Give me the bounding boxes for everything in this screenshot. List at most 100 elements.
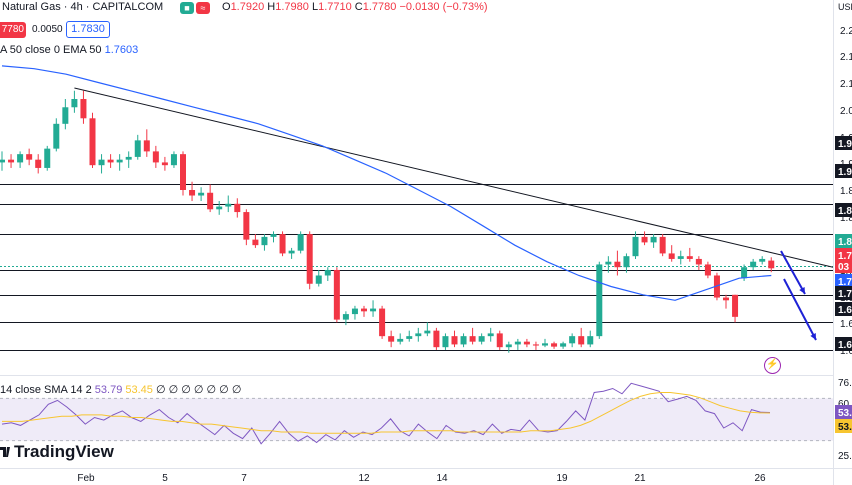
- candle-body: [44, 148, 51, 168]
- price-tag-label: 1.9: [838, 167, 852, 178]
- descending-trendline[interactable]: [74, 87, 834, 268]
- candle-body: [433, 330, 440, 348]
- forecast-arrow-head: [810, 333, 816, 340]
- price-tag[interactable]: 1.9: [835, 164, 852, 178]
- rsi-tag: 53.: [835, 405, 852, 419]
- candle-body: [551, 343, 558, 347]
- candle: [514, 338, 521, 350]
- candle-body: [315, 275, 322, 284]
- candle-body: [370, 308, 377, 312]
- candle: [143, 129, 150, 157]
- candle-body: [750, 261, 757, 268]
- price-tag-label: 1.6: [838, 305, 852, 316]
- candle: [80, 90, 87, 124]
- candle-body: [668, 253, 675, 259]
- candle: [469, 327, 476, 345]
- price-tag-label: 1.7: [838, 251, 852, 262]
- candle: [523, 338, 530, 348]
- candle: [116, 154, 123, 171]
- candle: [17, 151, 24, 168]
- candle: [659, 234, 666, 257]
- price-tag[interactable]: 1.8: [835, 203, 852, 217]
- price-tag[interactable]: 1.7: [835, 286, 852, 300]
- buy-price-button[interactable]: 1.7830: [66, 21, 110, 38]
- rsi-guides: [0, 397, 833, 442]
- price-tag[interactable]: 03: [835, 259, 852, 273]
- candle: [532, 341, 539, 350]
- price-tag-bg: [835, 136, 852, 150]
- sell-price-button[interactable]: 7780: [0, 22, 26, 38]
- time-tick-label: 7: [241, 473, 247, 484]
- candle-body: [650, 236, 657, 243]
- candle: [496, 330, 503, 350]
- forecast-arrow-head: [799, 287, 805, 294]
- candle-body: [677, 256, 684, 259]
- candle-body: [279, 234, 286, 254]
- price-tag-label: 1.9: [838, 139, 852, 150]
- candle: [44, 145, 51, 171]
- high-value: 1.7980: [275, 1, 309, 13]
- ema-legend[interactable]: A 50 close 0 EMA 50 1.7603: [0, 44, 138, 56]
- candle-body: [361, 308, 367, 312]
- candle: [505, 341, 512, 353]
- forecast-arrows: [780, 250, 817, 341]
- green-square-icon[interactable]: ■: [180, 2, 194, 14]
- red-wave-icon[interactable]: ≈: [196, 2, 210, 14]
- symbol-title[interactable]: Natural Gas · 4h · CAPITALCOM: [2, 1, 164, 13]
- low-value: 1.7710: [318, 1, 352, 13]
- candle: [632, 231, 639, 259]
- rsi-line: [1, 382, 771, 445]
- candle: [750, 258, 757, 270]
- price-tick-label: 1.6: [840, 346, 852, 357]
- price-tag-label: 1.7: [838, 277, 852, 288]
- price-tag-bg: [835, 203, 852, 217]
- price-tag-bg: [835, 274, 852, 288]
- candle: [0, 151, 5, 171]
- price-tag-bg: [835, 337, 852, 351]
- candle-body: [704, 264, 711, 276]
- flash-icon[interactable]: ⚡: [764, 357, 781, 374]
- forecast-arrow-line: [780, 250, 806, 295]
- rsi-tag-label: 53.: [838, 422, 852, 433]
- candle-body: [587, 336, 594, 345]
- candle-body: [424, 330, 431, 334]
- candle: [342, 311, 349, 326]
- price-tag[interactable]: 1.8: [835, 234, 852, 248]
- price-tag[interactable]: 1.7: [835, 274, 852, 288]
- candle: [695, 256, 702, 270]
- time-tick-label: 5: [162, 473, 168, 484]
- close-label: C: [354, 1, 363, 13]
- candle: [89, 112, 96, 168]
- candle-body: [270, 234, 277, 237]
- candle: [560, 341, 567, 349]
- price-tag-bg: [835, 248, 852, 262]
- price-tick-label: 1.8: [840, 186, 852, 197]
- candle-body: [632, 236, 639, 257]
- time-tick-label: 21: [634, 473, 646, 484]
- rsi-legend[interactable]: 14 close SMA 14 2 53.79 53.45 ∅ ∅ ∅ ∅ ∅ …: [0, 383, 241, 396]
- candle: [578, 327, 585, 348]
- candlestick-series: [0, 90, 775, 353]
- candle: [261, 234, 268, 251]
- price-tag[interactable]: 1.6: [835, 302, 852, 316]
- price-tag[interactable]: 1.9: [835, 136, 852, 150]
- candle-body: [487, 333, 494, 337]
- candle: [107, 154, 114, 168]
- price-tag[interactable]: 1.7: [835, 248, 852, 262]
- price-tag-bg: [835, 164, 852, 178]
- price-axis[interactable]: USD2.22.12.12.01.91.91.81.81.71.71.61.61…: [833, 0, 852, 468]
- rsi-axis[interactable]: 76.60.48.25.53.53.: [835, 378, 852, 462]
- candle: [641, 231, 648, 246]
- price-tick-label: 1.8: [840, 213, 852, 224]
- header-icons: ■ ≈: [180, 2, 210, 14]
- candle: [71, 90, 78, 113]
- time-tick-label: 12: [358, 473, 370, 484]
- candle-body: [388, 336, 395, 342]
- candle: [288, 247, 295, 259]
- price-tag[interactable]: 1.6: [835, 337, 852, 351]
- candle-body: [451, 336, 458, 345]
- tradingview-logo[interactable]: TradingView: [0, 442, 114, 462]
- candle-body: [505, 344, 512, 348]
